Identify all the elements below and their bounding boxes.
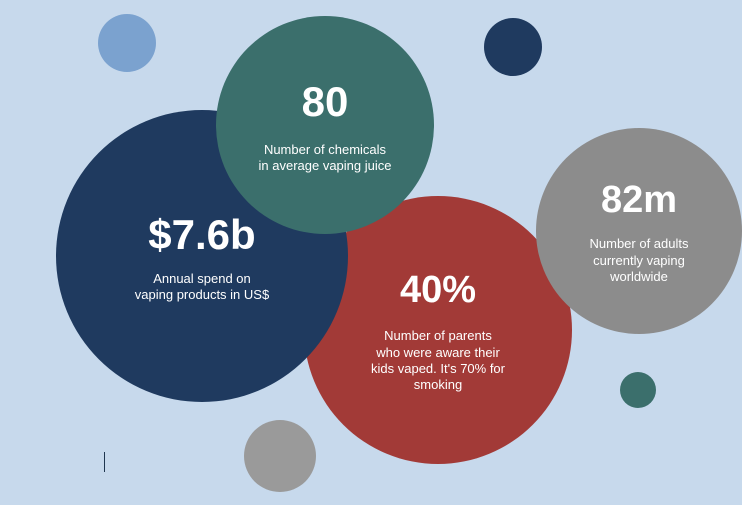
stat-value-chemicals: 80 — [302, 76, 349, 129]
stat-circle-adults: 82m Number of adults currently vaping wor… — [536, 128, 742, 334]
stat-value-parents: 40% — [400, 267, 476, 315]
infographic-stage: $7.6b Annual spend on vaping products in … — [0, 0, 742, 505]
decorative-circle-deco-navy-top — [484, 18, 542, 76]
text-cursor — [104, 452, 105, 472]
stat-desc-adults: Number of adults currently vaping worldw… — [590, 236, 689, 285]
decorative-circle-deco-blue-small — [98, 14, 156, 72]
stat-desc-spend: Annual spend on vaping products in US$ — [135, 271, 269, 304]
stat-desc-parents: Number of parents who were aware their k… — [371, 328, 505, 393]
stat-desc-chemicals: Number of chemicals in average vaping ju… — [259, 142, 392, 175]
stat-value-adults: 82m — [601, 177, 677, 225]
stat-circle-chemicals: 80 Number of chemicals in average vaping … — [216, 16, 434, 234]
stat-value-spend: $7.6b — [148, 209, 255, 262]
decorative-circle-deco-gray-bottom — [244, 420, 316, 492]
decorative-circle-deco-teal-small — [620, 372, 656, 408]
